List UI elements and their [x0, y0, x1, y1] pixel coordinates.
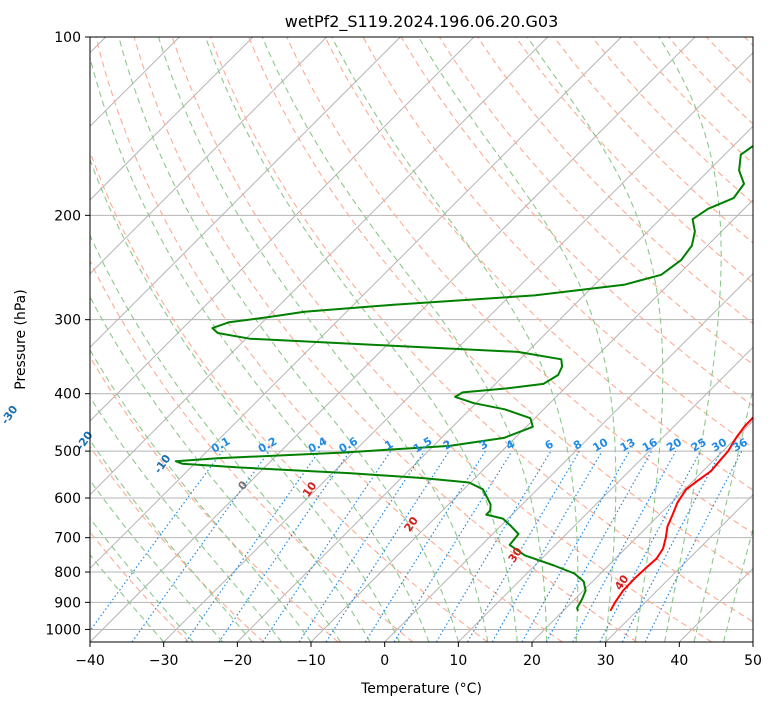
y-tick-label: 300 — [54, 313, 81, 329]
plot-background — [90, 37, 753, 642]
y-tick-label: 200 — [54, 208, 81, 224]
mixing-ratio-line — [325, 450, 450, 642]
moist-adiabat-line — [722, 527, 753, 642]
dry-adiabat-line — [95, 37, 563, 642]
chart-title: wetPf2_S119.2024.196.06.20.G03 — [285, 12, 559, 32]
moist-adiabat-line — [90, 55, 430, 642]
mixing-ratio-line — [521, 450, 631, 642]
moist-adiabat-line — [526, 37, 664, 642]
x-tick-label: 20 — [523, 653, 541, 669]
y-tick-label: 500 — [54, 444, 81, 460]
x-tick-label: 40 — [670, 653, 688, 669]
x-tick-label: −40 — [75, 653, 105, 669]
moist-adiabat-line — [90, 295, 341, 642]
plot-area — [90, 37, 753, 642]
dry-adiabat-line — [90, 259, 414, 642]
moist-adiabat-line — [90, 396, 282, 642]
moist-adiabat-line — [204, 37, 518, 642]
mixing-ratio-line — [545, 450, 653, 642]
moist-adiabat-line — [90, 158, 400, 642]
y-tick-label: 900 — [54, 595, 81, 611]
dewpoint-profile-line — [174, 144, 753, 612]
isotherm-line — [90, 37, 696, 642]
y-axis-label: Pressure (hPa) — [13, 289, 29, 389]
mixing-ratio-line — [364, 450, 486, 642]
moist-adiabat-line — [118, 37, 459, 642]
isotherm-line — [384, 272, 753, 642]
dry-adiabat-line — [362, 37, 753, 449]
isotherm-line — [90, 37, 622, 570]
y-tick-label: 1000 — [45, 622, 81, 638]
x-tick-label: −30 — [149, 653, 179, 669]
mixing-ratio-line — [466, 450, 580, 642]
x-tick-label: −20 — [223, 653, 253, 669]
temperature-profile-line — [609, 416, 753, 612]
isotherm-line — [605, 493, 753, 642]
moist-adiabat-line — [693, 386, 753, 642]
y-tick-label: 800 — [54, 565, 81, 581]
isotherm-line — [90, 37, 549, 496]
isotherm-line — [90, 37, 254, 201]
moist-adiabat-line — [90, 517, 194, 642]
mixing-ratio-line — [131, 450, 270, 642]
axes: −40 −30 −20 −10 0 10 20 30 40 50 100 200 300 400 500 60… — [45, 30, 762, 669]
x-tick-label: 0 — [380, 653, 389, 669]
dry-adiabat-line — [591, 37, 753, 204]
dry-adiabat-line — [171, 37, 712, 642]
isotherm-line — [90, 37, 401, 349]
x-axis-label: Temperature (°C) — [360, 681, 482, 697]
dry-adiabat-line — [515, 37, 753, 284]
mixing-ratio-line — [393, 450, 513, 642]
dry-adiabat-line — [90, 445, 264, 642]
moist-adiabat-line — [658, 37, 722, 642]
dry-adiabat-line — [477, 37, 753, 325]
mixing-ratio-line — [185, 450, 320, 642]
x-tick-label: 10 — [449, 653, 467, 669]
moist-adiabat-line — [90, 348, 312, 642]
mixing-ratio-line — [435, 450, 552, 642]
mixing-ratio-line — [90, 450, 223, 632]
mixing-ratio-line — [572, 450, 677, 642]
moist-adiabat-line — [90, 553, 165, 642]
y-tick-label: 600 — [54, 491, 81, 507]
dry-adiabat-line — [629, 37, 753, 165]
dry-adiabat-line — [248, 37, 753, 578]
moist-adiabat-line — [417, 37, 617, 642]
dry-adiabat-line — [400, 37, 753, 407]
mixing-ratio-line — [491, 450, 603, 642]
x-tick-label: 30 — [597, 653, 615, 669]
moist-adiabat-line — [157, 37, 489, 642]
dry-adiabat-line — [324, 37, 753, 491]
moist-adiabat-line — [90, 233, 371, 642]
y-tick-label: 700 — [54, 531, 81, 547]
dry-adiabat-line — [133, 37, 638, 642]
moist-adiabat-line — [90, 479, 224, 642]
isotherm-line — [163, 51, 753, 642]
isotherm-line — [90, 37, 328, 275]
y-tick-label: 100 — [54, 30, 81, 46]
x-tick-label: −10 — [296, 653, 326, 669]
moist-adiabat-line — [331, 37, 579, 642]
isotherm-line — [457, 346, 753, 642]
isotherm-line — [90, 37, 475, 422]
dry-adiabat-line — [209, 37, 753, 623]
mixing-ratio-line — [218, 450, 351, 642]
y-tick-label: 400 — [54, 387, 81, 403]
plot-frame — [89, 36, 754, 643]
x-tick-label: 50 — [744, 653, 762, 669]
moist-adiabat-line — [261, 37, 548, 642]
isotherm-line — [531, 420, 753, 642]
isotherm-line — [236, 125, 753, 642]
moist-adiabat-line — [90, 439, 253, 642]
